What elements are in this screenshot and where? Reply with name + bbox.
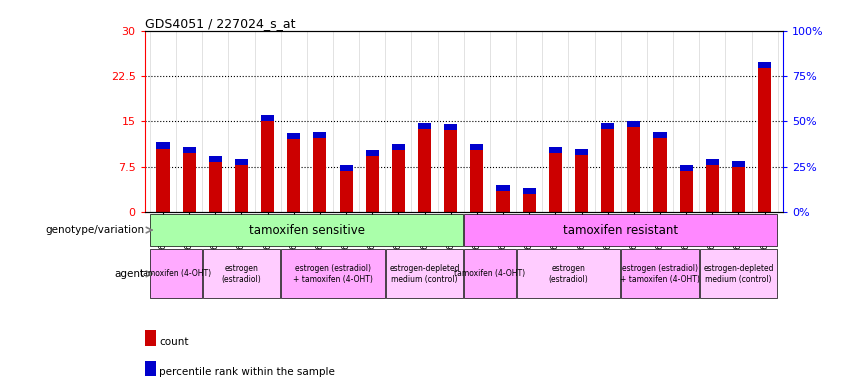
- Bar: [758, 68, 771, 212]
- Bar: [680, 171, 693, 212]
- Text: GDS4051 / 227024_s_at: GDS4051 / 227024_s_at: [145, 17, 295, 30]
- Bar: [654, 132, 666, 138]
- Bar: [340, 165, 352, 171]
- Text: tamoxifen sensitive: tamoxifen sensitive: [248, 223, 365, 237]
- Bar: [183, 153, 196, 212]
- Bar: [288, 133, 300, 139]
- Bar: [366, 156, 379, 212]
- Bar: [758, 62, 771, 68]
- Bar: [627, 121, 640, 127]
- Text: genotype/variation: genotype/variation: [46, 225, 145, 235]
- Bar: [418, 129, 431, 212]
- Text: estrogen-depleted
medium (control): estrogen-depleted medium (control): [703, 264, 774, 283]
- Text: percentile rank within the sample: percentile rank within the sample: [159, 367, 335, 377]
- Bar: [151, 249, 202, 298]
- Bar: [732, 167, 745, 212]
- Bar: [654, 138, 666, 212]
- Bar: [575, 149, 588, 154]
- Bar: [157, 149, 169, 212]
- Bar: [575, 154, 588, 212]
- Bar: [261, 121, 274, 212]
- Text: tamoxifen resistant: tamoxifen resistant: [563, 223, 678, 237]
- Bar: [705, 159, 719, 165]
- Text: count: count: [159, 337, 189, 347]
- Bar: [465, 214, 777, 247]
- Bar: [288, 139, 300, 212]
- Text: estrogen
(estradiol): estrogen (estradiol): [549, 264, 588, 283]
- Bar: [465, 249, 516, 298]
- Bar: [471, 144, 483, 150]
- Bar: [680, 165, 693, 171]
- Text: tamoxifen (4-OHT): tamoxifen (4-OHT): [454, 269, 526, 278]
- Bar: [208, 156, 222, 162]
- Text: estrogen
(estradiol): estrogen (estradiol): [221, 264, 261, 283]
- Bar: [313, 132, 327, 137]
- Bar: [444, 124, 457, 131]
- Bar: [444, 131, 457, 212]
- Bar: [601, 129, 614, 212]
- Bar: [523, 194, 536, 212]
- Bar: [235, 159, 248, 165]
- Bar: [517, 249, 620, 298]
- Bar: [261, 115, 274, 121]
- Bar: [549, 153, 562, 212]
- Bar: [732, 161, 745, 167]
- Bar: [496, 185, 510, 191]
- Bar: [203, 249, 280, 298]
- Text: agent: agent: [115, 269, 145, 279]
- Bar: [627, 127, 640, 212]
- Text: tamoxifen (4-OHT): tamoxifen (4-OHT): [140, 269, 212, 278]
- Bar: [549, 147, 562, 153]
- Bar: [281, 249, 385, 298]
- Bar: [621, 249, 699, 298]
- Bar: [313, 137, 327, 212]
- Bar: [496, 191, 510, 212]
- Bar: [523, 188, 536, 194]
- Bar: [700, 249, 777, 298]
- Bar: [340, 171, 352, 212]
- Bar: [366, 150, 379, 156]
- Bar: [183, 147, 196, 153]
- Bar: [705, 165, 719, 212]
- Text: estrogen (estradiol)
+ tamoxifen (4-OHT): estrogen (estradiol) + tamoxifen (4-OHT): [620, 264, 700, 283]
- Bar: [391, 144, 405, 150]
- Bar: [208, 162, 222, 212]
- Bar: [391, 150, 405, 212]
- Bar: [418, 122, 431, 129]
- Bar: [601, 122, 614, 129]
- Bar: [157, 142, 169, 149]
- Text: estrogen-depleted
medium (control): estrogen-depleted medium (control): [389, 264, 460, 283]
- Bar: [235, 165, 248, 212]
- Bar: [471, 150, 483, 212]
- Text: estrogen (estradiol)
+ tamoxifen (4-OHT): estrogen (estradiol) + tamoxifen (4-OHT): [293, 264, 373, 283]
- Bar: [386, 249, 463, 298]
- Bar: [151, 214, 463, 247]
